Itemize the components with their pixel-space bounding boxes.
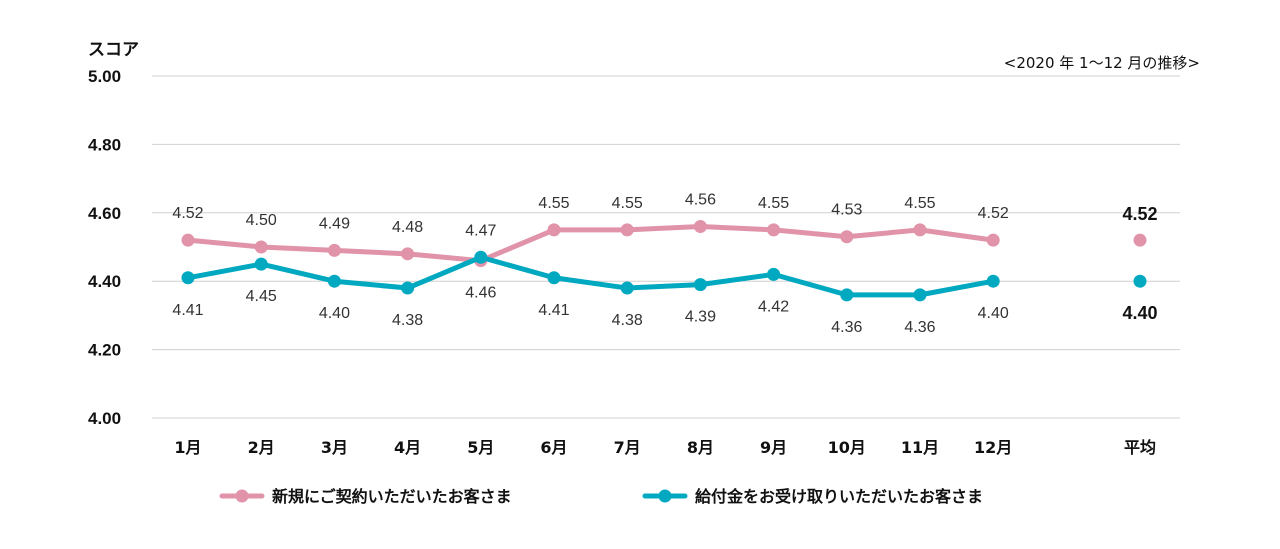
x-tick-label: 3月 <box>321 438 348 457</box>
data-label-series-2: 4.40 <box>319 305 350 322</box>
data-point-series-1 <box>620 223 634 237</box>
data-label-series-2: 4.40 <box>978 305 1009 322</box>
data-point-series-1 <box>693 219 707 233</box>
data-point-series-1 <box>913 223 927 237</box>
average-point-series-2 <box>1133 274 1147 288</box>
y-tick-label: 4.60 <box>88 204 121 223</box>
data-labels: 4.52 4.50 4.49 4.48 4.46 4.55 4.55 4.56 4.55 4.53… <box>172 191 1008 335</box>
data-label-series-1: 4.46 <box>465 285 496 302</box>
y-tick-label: 4.80 <box>88 135 121 154</box>
y-tick-label: 5.00 <box>88 67 121 86</box>
data-point-series-1 <box>254 240 268 254</box>
series-lines <box>181 219 1000 302</box>
data-point-series-1 <box>401 247 415 261</box>
period-note: <2020 年 1～12 月の推移> <box>1004 54 1200 72</box>
data-point-series-2 <box>401 281 415 295</box>
data-label-series-1: 4.55 <box>904 195 935 212</box>
average-markers: 4.52 4.40 <box>1122 204 1157 323</box>
data-label-series-2: 4.39 <box>685 309 716 326</box>
data-point-series-2 <box>254 257 268 271</box>
series-line-1 <box>185 223 996 264</box>
y-tick-label: 4.40 <box>88 272 121 291</box>
data-label-series-1: 4.55 <box>612 195 643 212</box>
data-label-series-1: 4.52 <box>978 205 1009 222</box>
data-label-series-2: 4.47 <box>465 222 496 239</box>
x-tick-label: 6月 <box>540 438 567 457</box>
data-point-series-2 <box>767 267 781 281</box>
y-axis-title: スコア <box>88 40 139 60</box>
data-point-series-1 <box>767 223 781 237</box>
data-point-series-2 <box>181 271 195 285</box>
data-label-series-1: 4.55 <box>538 195 569 212</box>
y-axis-ticks: 5.00 4.80 4.60 4.40 4.20 4.00 <box>88 67 121 428</box>
data-point-series-1 <box>181 233 195 247</box>
x-tick-label: 2月 <box>248 438 275 457</box>
data-label-series-1: 4.55 <box>758 195 789 212</box>
data-point-series-2 <box>693 278 707 292</box>
x-tick-label: 11月 <box>901 438 939 457</box>
data-label-series-2: 4.41 <box>172 302 203 319</box>
x-tick-label-average: 平均 <box>1124 438 1156 457</box>
data-label-series-2: 4.38 <box>392 312 423 329</box>
data-label-series-1: 4.50 <box>246 212 277 229</box>
y-tick-label: 4.00 <box>88 409 121 428</box>
data-label-series-2: 4.38 <box>612 312 643 329</box>
data-point-series-2 <box>547 271 561 285</box>
average-label-series-2: 4.40 <box>1122 303 1157 323</box>
x-tick-label: 10月 <box>828 438 866 457</box>
data-label-series-2: 4.41 <box>538 302 569 319</box>
legend-label-1: 新規にご契約いただいたお客さま <box>272 487 512 506</box>
data-point-series-2 <box>840 288 854 302</box>
x-tick-label: 4月 <box>394 438 421 457</box>
data-label-series-1: 4.49 <box>319 215 350 232</box>
x-tick-label: 7月 <box>614 438 641 457</box>
data-point-series-1 <box>986 233 1000 247</box>
data-label-series-2: 4.36 <box>904 319 935 336</box>
x-axis-ticks: 1月 2月 3月 4月 5月 6月 7月 8月 9月 10月 11月 12月 平均 <box>174 438 1156 457</box>
data-point-series-2 <box>327 274 341 288</box>
x-tick-label: 12月 <box>974 438 1012 457</box>
data-point-series-1 <box>840 230 854 244</box>
data-label-series-1: 4.53 <box>831 202 862 219</box>
series-line-2 <box>185 254 996 298</box>
data-label-series-2: 4.36 <box>831 319 862 336</box>
x-tick-label: 1月 <box>174 438 201 457</box>
data-label-series-2: 4.45 <box>246 288 277 305</box>
data-point-series-2 <box>474 250 488 264</box>
legend: 新規にご契約いただいたお客さま 給付金をお受け取りいただいたお客さま <box>219 487 983 506</box>
data-point-series-2 <box>986 274 1000 288</box>
data-point-series-2 <box>913 288 927 302</box>
y-tick-label: 4.20 <box>88 341 121 360</box>
data-point-series-1 <box>327 243 341 257</box>
data-point-series-1 <box>547 223 561 237</box>
data-label-series-1: 4.52 <box>172 205 203 222</box>
x-tick-label: 9月 <box>760 438 787 457</box>
data-label-series-1: 4.48 <box>392 219 423 236</box>
average-point-series-1 <box>1133 233 1147 247</box>
data-point-series-2 <box>620 281 634 295</box>
data-label-series-1: 4.56 <box>685 191 716 208</box>
legend-marker-1 <box>235 489 249 503</box>
gridlines <box>152 75 1180 419</box>
x-tick-label: 5月 <box>467 438 494 457</box>
legend-marker-2 <box>658 489 672 503</box>
data-label-series-2: 4.42 <box>758 298 789 315</box>
x-tick-label: 8月 <box>687 438 714 457</box>
average-label-series-1: 4.52 <box>1122 204 1157 224</box>
legend-label-2: 給付金をお受け取りいただいたお客さま <box>695 487 983 506</box>
